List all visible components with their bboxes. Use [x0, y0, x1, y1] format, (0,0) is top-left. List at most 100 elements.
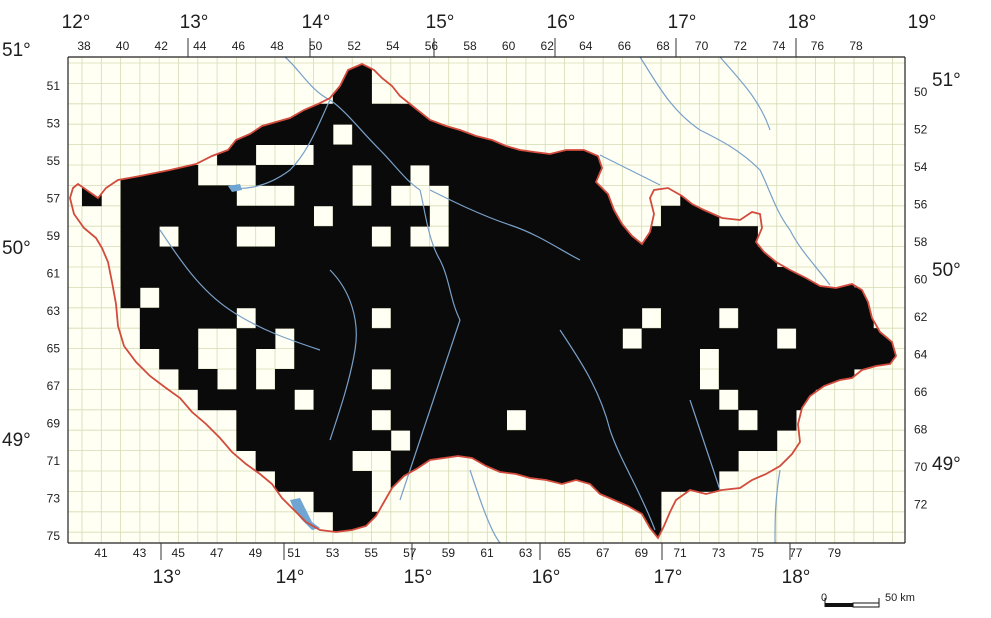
- longitude-label: 16°: [532, 567, 561, 588]
- column-number: 72: [734, 39, 748, 53]
- occupied-square: [506, 226, 527, 247]
- occupied-square: [506, 267, 527, 288]
- column-number: 62: [541, 39, 555, 53]
- occupied-square: [603, 307, 623, 329]
- occupied-square: [313, 246, 334, 268]
- occupied-square: [410, 124, 430, 145]
- occupied-square: [236, 369, 257, 390]
- row-number: 67: [47, 379, 61, 393]
- row-numbers-right: 50 52 54 56 58 60 62 64 66 68 70 72: [914, 85, 928, 512]
- occupied-square: [545, 328, 565, 349]
- occupied-square: [487, 430, 507, 451]
- column-number: 70: [695, 39, 709, 53]
- occupied-square: [525, 267, 546, 288]
- occupied-square: [236, 287, 257, 309]
- occupied-square: [371, 185, 392, 207]
- occupied-square: [371, 103, 392, 125]
- occupied-square: [680, 267, 700, 288]
- occupied-square: [738, 226, 758, 247]
- occupied-square: [661, 389, 681, 411]
- occupied-square: [429, 165, 450, 186]
- occupied-square: [294, 348, 314, 370]
- occupied-square: [776, 409, 797, 431]
- occupied-square: [139, 205, 160, 227]
- occupied-square: [120, 246, 141, 268]
- occupied-square: [738, 267, 758, 288]
- occupied-square: [275, 246, 295, 268]
- occupied-square: [564, 226, 585, 247]
- occupied-square: [275, 124, 295, 145]
- column-number: 65: [558, 546, 572, 560]
- occupied-square: [159, 267, 179, 288]
- occupied-square: [506, 287, 527, 309]
- occupied-square: [661, 450, 681, 472]
- occupied-square: [776, 389, 797, 411]
- occupied-square: [680, 369, 700, 390]
- occupied-square: [641, 409, 662, 431]
- column-number: 60: [502, 39, 516, 53]
- river: [599, 154, 661, 186]
- occupied-square: [603, 409, 623, 431]
- occupied-square: [390, 165, 411, 186]
- latitude-label: 50°: [2, 238, 31, 259]
- row-number: 54: [914, 160, 928, 174]
- occupied-square: [468, 287, 488, 309]
- occupied-square: [410, 287, 430, 309]
- occupied-square: [371, 430, 392, 451]
- occupied-square: [313, 389, 334, 411]
- occupied-square: [564, 328, 585, 349]
- occupied-square: [217, 267, 237, 288]
- river: [159, 229, 321, 351]
- occupied-square: [410, 267, 430, 288]
- occupied-square: [197, 287, 218, 309]
- occupied-square: [275, 450, 295, 472]
- occupied-square: [622, 348, 643, 370]
- occupied-square: [622, 471, 643, 492]
- occupied-square: [236, 144, 257, 166]
- longitude-label: 15°: [404, 567, 433, 588]
- occupied-square: [332, 185, 353, 207]
- occupied-square: [834, 307, 855, 329]
- occupied-square: [603, 287, 623, 309]
- occupied-square: [332, 205, 353, 227]
- occupied-square: [352, 226, 372, 247]
- occupied-square: [757, 409, 778, 431]
- occupied-square: [699, 328, 720, 349]
- occupied-square: [506, 328, 527, 349]
- river: [719, 56, 771, 131]
- occupied-square: [139, 226, 160, 247]
- occupied-square: [294, 409, 314, 431]
- longitude-label: 17°: [668, 12, 697, 33]
- occupied-square: [757, 430, 778, 451]
- occupied-square: [641, 491, 662, 513]
- occupied-square: [603, 450, 623, 472]
- column-number: 55: [365, 546, 379, 560]
- column-number: 56: [425, 39, 439, 53]
- occupied-square: [699, 409, 720, 431]
- column-number: 64: [579, 39, 593, 53]
- occupied-square: [525, 226, 546, 247]
- occupied-square: [487, 267, 507, 288]
- river: [419, 189, 461, 321]
- occupied-square: [390, 205, 411, 227]
- lake-lipno: [290, 498, 320, 530]
- occupied-square: [506, 246, 527, 268]
- occupied-square: [699, 226, 720, 247]
- occupied-square: [603, 430, 623, 451]
- occupied-square: [255, 124, 276, 145]
- row-number: 52: [914, 123, 928, 137]
- occupied-square: [313, 185, 334, 207]
- occupied-square: [583, 246, 604, 268]
- occupied-square: [313, 450, 334, 472]
- occupied-square: [275, 287, 295, 309]
- occupied-square: [178, 226, 199, 247]
- occupied-square: [371, 165, 392, 186]
- occupied-square: [255, 205, 276, 227]
- latitude-labels-left: 51° 50° 49°: [2, 40, 31, 451]
- occupied-square: [776, 348, 797, 370]
- occupied-square: [197, 307, 218, 329]
- longitude-labels-bottom: 13° 14° 15° 16° 17° 18°: [153, 543, 810, 588]
- latitude-label: 49°: [2, 430, 31, 451]
- occupied-square: [448, 369, 469, 390]
